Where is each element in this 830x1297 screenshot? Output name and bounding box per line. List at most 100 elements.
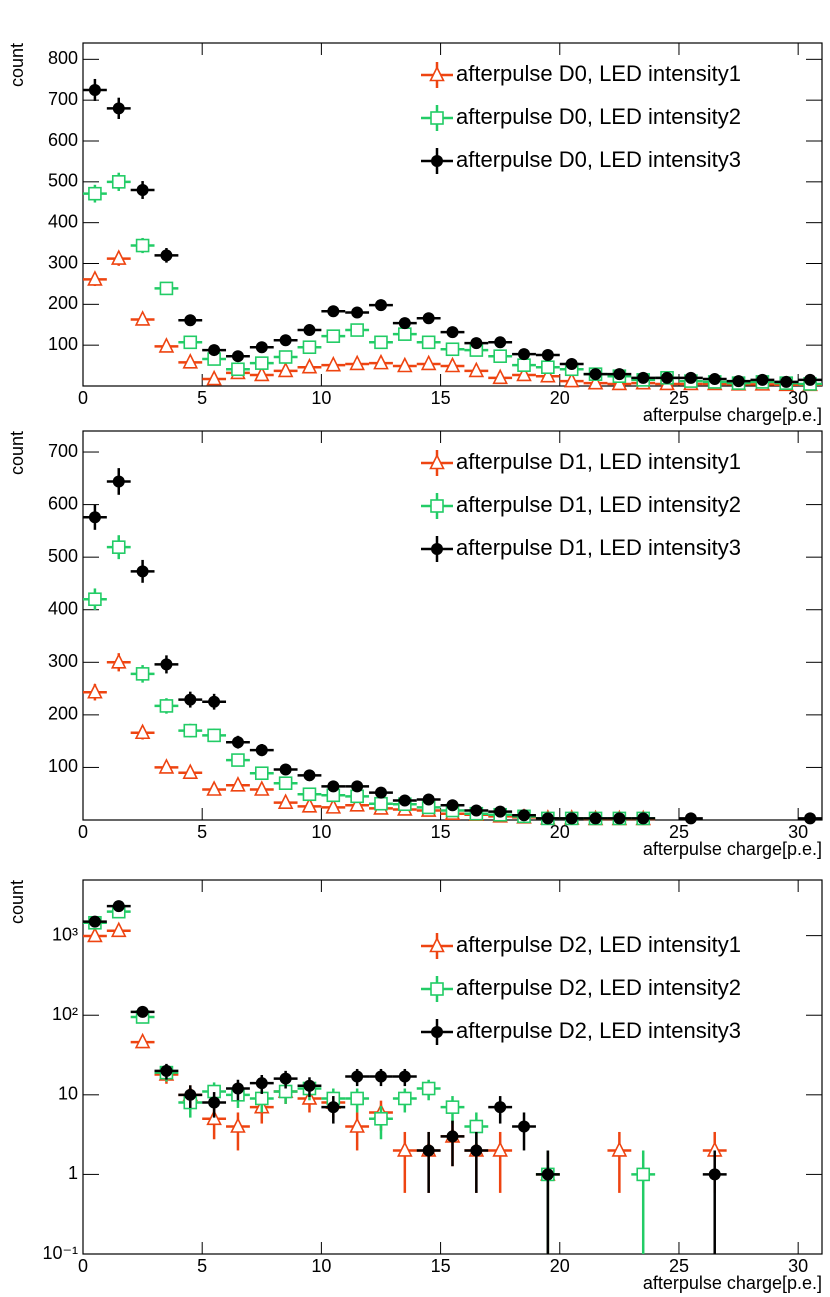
marker <box>446 799 459 812</box>
marker <box>110 921 127 938</box>
marker <box>374 786 387 799</box>
marker <box>327 780 340 793</box>
x-tick-label: 0 <box>78 388 88 408</box>
marker <box>277 361 294 378</box>
marker <box>206 1109 222 1126</box>
legend-label: afterpulse D0, LED intensity2 <box>456 104 741 129</box>
marker <box>780 375 793 388</box>
marker <box>182 353 199 369</box>
legend-marker <box>430 499 444 513</box>
marker <box>183 723 198 738</box>
y-axis-title: count <box>7 431 27 475</box>
marker <box>206 780 222 796</box>
marker <box>349 1117 365 1133</box>
marker <box>184 693 197 706</box>
legend-label: afterpulse D2, LED intensity2 <box>456 975 741 1000</box>
x-tick-label: 30 <box>788 388 808 408</box>
marker <box>422 1144 435 1157</box>
marker <box>327 1101 340 1114</box>
x-tick-label: 30 <box>788 822 808 842</box>
y-axis-title: count <box>7 880 27 924</box>
marker <box>373 353 389 370</box>
y-tick-label: 500 <box>48 546 78 566</box>
x-tick-label: 0 <box>78 1256 88 1276</box>
marker <box>637 812 650 825</box>
y-tick-label: 10³ <box>52 924 78 944</box>
marker <box>182 763 199 779</box>
legend-label: afterpulse D2, LED intensity3 <box>456 1018 741 1043</box>
marker <box>254 356 269 370</box>
marker <box>136 565 149 578</box>
marker <box>134 1032 151 1049</box>
marker <box>374 1111 388 1126</box>
marker <box>469 1119 484 1134</box>
marker <box>159 699 174 713</box>
marker <box>397 1141 413 1157</box>
marker <box>134 723 151 740</box>
marker <box>468 361 485 378</box>
marker <box>350 323 364 337</box>
marker <box>301 797 318 813</box>
marker <box>231 753 245 767</box>
marker <box>518 1120 531 1133</box>
marker <box>636 1167 651 1182</box>
marker <box>135 667 150 681</box>
marker <box>492 1141 508 1157</box>
y-tick-label: 700 <box>48 89 78 109</box>
plot-frame <box>82 42 823 387</box>
marker <box>208 1096 221 1109</box>
marker <box>421 335 436 350</box>
marker <box>732 375 745 388</box>
y-tick-label: 600 <box>48 130 78 150</box>
marker <box>421 1081 436 1096</box>
marker <box>160 249 173 262</box>
marker <box>445 342 460 357</box>
marker <box>756 373 769 386</box>
marker <box>804 812 817 825</box>
marker <box>708 1168 721 1181</box>
x-tick-label: 20 <box>550 822 570 842</box>
marker <box>351 306 364 319</box>
marker <box>565 812 578 825</box>
marker <box>613 368 626 381</box>
marker <box>374 335 388 350</box>
x-axis-title: afterpulse charge[p.e.] <box>643 1273 822 1293</box>
marker <box>303 324 316 337</box>
marker <box>160 1064 173 1077</box>
marker <box>302 340 317 355</box>
legend-marker <box>431 543 443 555</box>
marker <box>541 348 554 361</box>
marker <box>134 310 151 326</box>
marker <box>160 658 173 671</box>
marker <box>136 1005 149 1018</box>
marker <box>253 780 270 796</box>
x-tick-label: 20 <box>550 388 570 408</box>
legend-label: afterpulse D1, LED intensity2 <box>456 492 741 517</box>
marker <box>470 804 483 817</box>
y-tick-label: 400 <box>48 598 78 618</box>
marker <box>87 270 103 286</box>
marker <box>492 368 508 385</box>
marker <box>88 915 101 928</box>
marker <box>470 337 483 350</box>
marker <box>589 368 602 381</box>
marker <box>518 348 531 361</box>
marker <box>184 1088 197 1101</box>
marker <box>230 1117 246 1133</box>
marker <box>88 186 102 201</box>
marker <box>111 540 126 554</box>
legend-label: afterpulse D1, LED intensity3 <box>456 535 741 560</box>
marker <box>637 371 650 384</box>
y-tick-label: 1 <box>68 1163 78 1183</box>
marker <box>541 1168 554 1181</box>
x-tick-label: 10 <box>311 1256 331 1276</box>
y-tick-label: 400 <box>48 211 78 231</box>
marker <box>445 1100 460 1114</box>
marker <box>325 798 342 814</box>
x-tick-label: 10 <box>311 388 331 408</box>
marker <box>87 682 103 699</box>
marker <box>135 238 150 253</box>
marker <box>398 1070 411 1083</box>
marker <box>446 1130 459 1143</box>
marker <box>587 373 604 390</box>
